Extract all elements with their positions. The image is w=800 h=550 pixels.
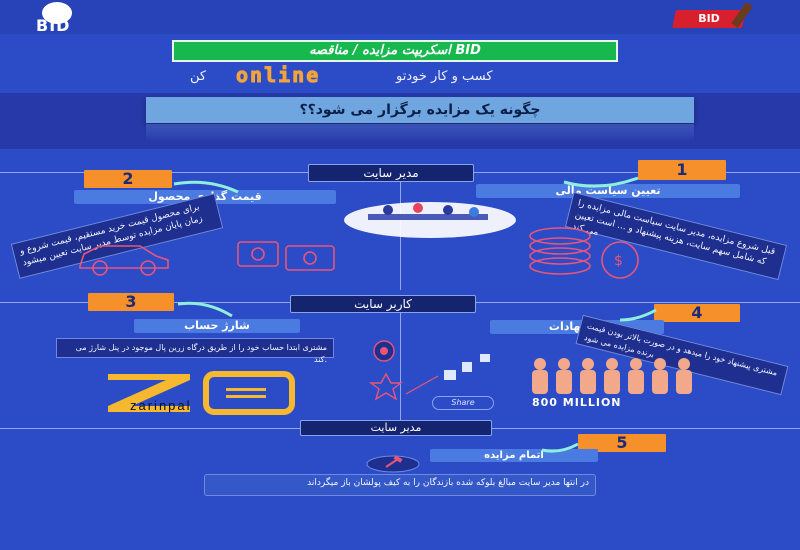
arrow-icon	[619, 308, 657, 322]
section-admin-1: مدیر سایت	[308, 164, 474, 182]
brand-logo-text: BID	[36, 16, 71, 35]
tagline-online: online	[235, 63, 321, 88]
arrow-icon	[177, 301, 233, 318]
zarinpal-logo	[108, 371, 295, 415]
svg-text:$: $	[614, 253, 623, 269]
globe-icon	[42, 2, 72, 24]
star-icon	[368, 372, 439, 401]
bid-tag-logo: BID	[668, 2, 758, 32]
divider-vertical	[400, 302, 401, 422]
step-2-number: 2	[84, 170, 172, 188]
people-icon	[532, 358, 692, 394]
gavel-icon	[366, 455, 420, 473]
meeting-illustration	[344, 202, 516, 238]
zarinpal-text: zarinpal	[130, 398, 192, 413]
car-icon	[79, 245, 169, 276]
section-user: کاربر سایت	[290, 295, 476, 313]
step-3-number: 3	[88, 293, 174, 311]
step-3-label: شارژ حساب	[134, 319, 300, 333]
million-label: 800 MILLION	[532, 396, 622, 409]
section-admin-2: مدیر سایت	[300, 420, 492, 436]
thumbs-up-icon	[444, 354, 490, 380]
question-reflection	[146, 124, 694, 142]
arrow-icon	[563, 176, 639, 188]
question-banner: چگونه یک مزایده برگزار می شود؟؟	[146, 97, 694, 123]
brand-logo[interactable]: BID	[8, 0, 118, 35]
step-5-description: در انتها مدیر سایت مبالغ بلوکه شده بازند…	[204, 474, 596, 496]
wallet-icon	[373, 340, 395, 362]
step-1-number: 1	[638, 160, 726, 180]
top-bar	[0, 0, 800, 34]
arrow-icon	[541, 442, 579, 453]
coins-icon: $	[529, 227, 639, 279]
tagline-left: کسب و کار خودتو	[396, 69, 493, 84]
tagline-right: کن	[190, 69, 207, 84]
money-icon	[237, 241, 335, 271]
share-button[interactable]: Share	[432, 396, 494, 410]
step-4-number: 4	[654, 304, 740, 322]
step-5-number: 5	[578, 434, 666, 452]
arrow-icon	[173, 180, 239, 194]
page-title: اسکریپت مزایده / مناقصه BID	[172, 40, 618, 62]
step-3-description: مشتری ابتدا حساب خود را از طریق درگاه زر…	[56, 338, 334, 364]
